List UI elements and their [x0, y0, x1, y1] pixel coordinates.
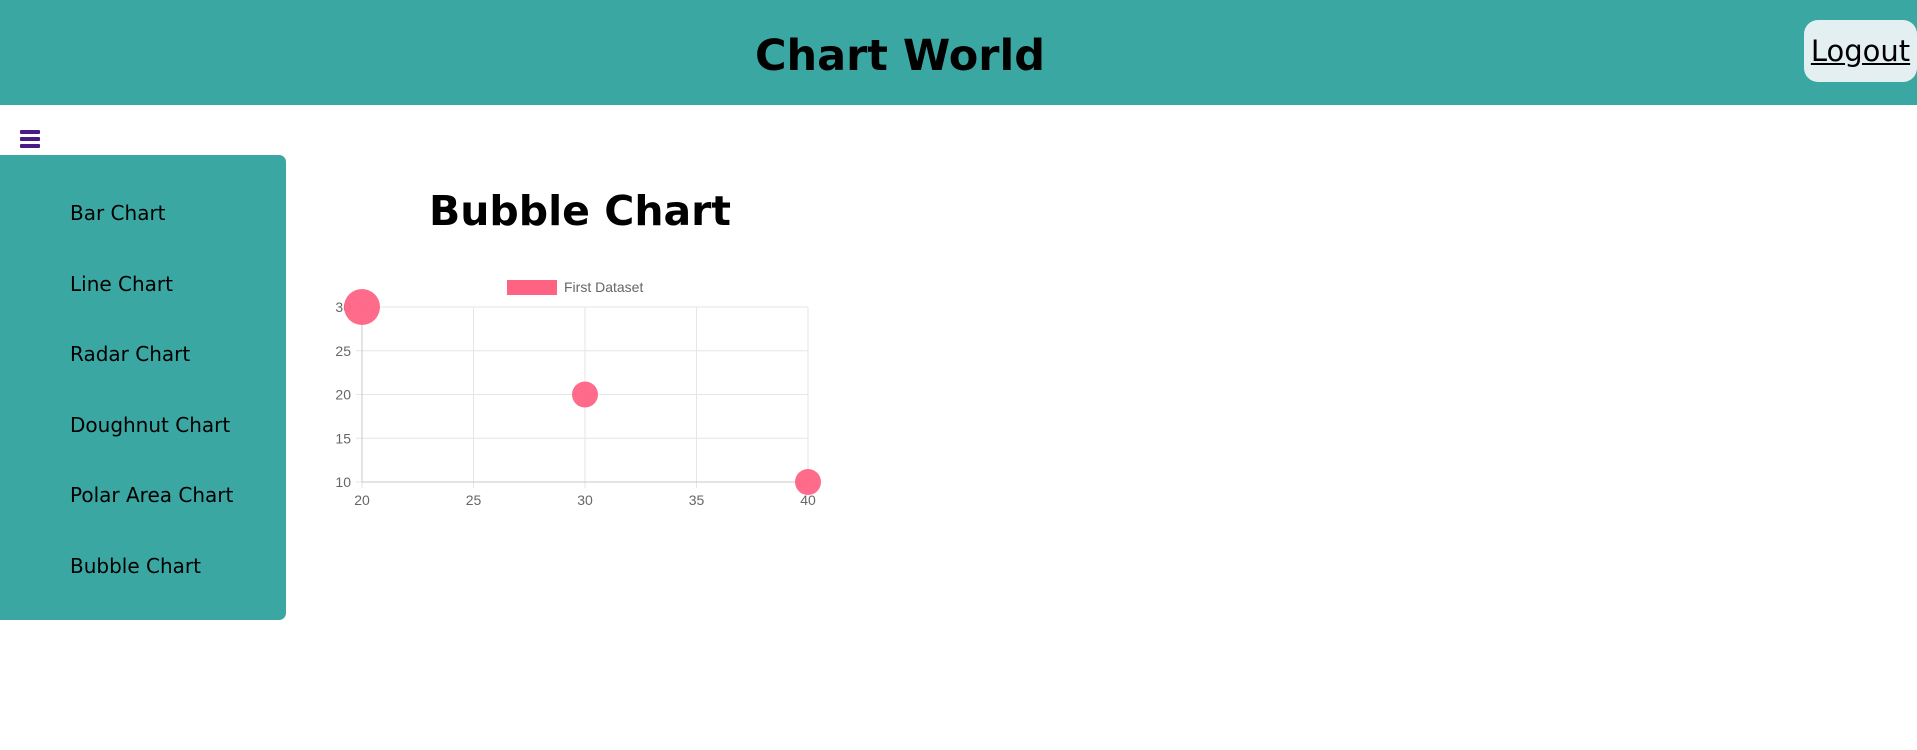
sidebar-item-doughnut-chart[interactable]: Doughnut Chart — [70, 413, 231, 437]
chart-bubbles — [344, 289, 821, 495]
hamburger-icon[interactable] — [18, 124, 42, 154]
header-bar: Chart World Logout — [0, 0, 1917, 105]
y-tick-label: 20 — [335, 387, 351, 403]
x-tick-label: 25 — [466, 492, 482, 508]
y-tick-label: 15 — [335, 430, 351, 446]
sidebar-item-bubble-chart[interactable]: Bubble Chart — [70, 554, 201, 578]
legend-swatch — [507, 280, 557, 295]
app-title: Chart World — [754, 31, 1046, 81]
bubble-point — [344, 289, 380, 325]
x-tick-label: 30 — [577, 492, 593, 508]
sidebar-item-line-chart[interactable]: Line Chart — [70, 272, 173, 296]
chart-title: Bubble Chart — [428, 187, 732, 235]
x-tick-label: 35 — [689, 492, 705, 508]
logout-button[interactable]: Logout — [1804, 20, 1917, 82]
sidebar-item-radar-chart[interactable]: Radar Chart — [70, 342, 191, 366]
y-tick-label: 25 — [335, 343, 351, 359]
hamburger-line — [20, 137, 40, 141]
sidebar: Bar Chart Line Chart Radar Chart Doughnu… — [0, 155, 286, 620]
bubble-point — [572, 381, 598, 408]
y-tick-label: 10 — [335, 474, 351, 490]
hamburger-line — [20, 130, 40, 134]
legend-label: First Dataset — [564, 279, 643, 295]
sidebar-item-bar-chart[interactable]: Bar Chart — [70, 201, 166, 225]
bubble-point — [795, 469, 821, 495]
sidebar-item-polar-area-chart[interactable]: Polar Area Chart — [70, 483, 234, 507]
hamburger-line — [20, 144, 40, 148]
chart-legend: First Dataset — [507, 279, 643, 295]
x-tick-label: 40 — [800, 492, 816, 508]
x-tick-label: 20 — [354, 492, 370, 508]
